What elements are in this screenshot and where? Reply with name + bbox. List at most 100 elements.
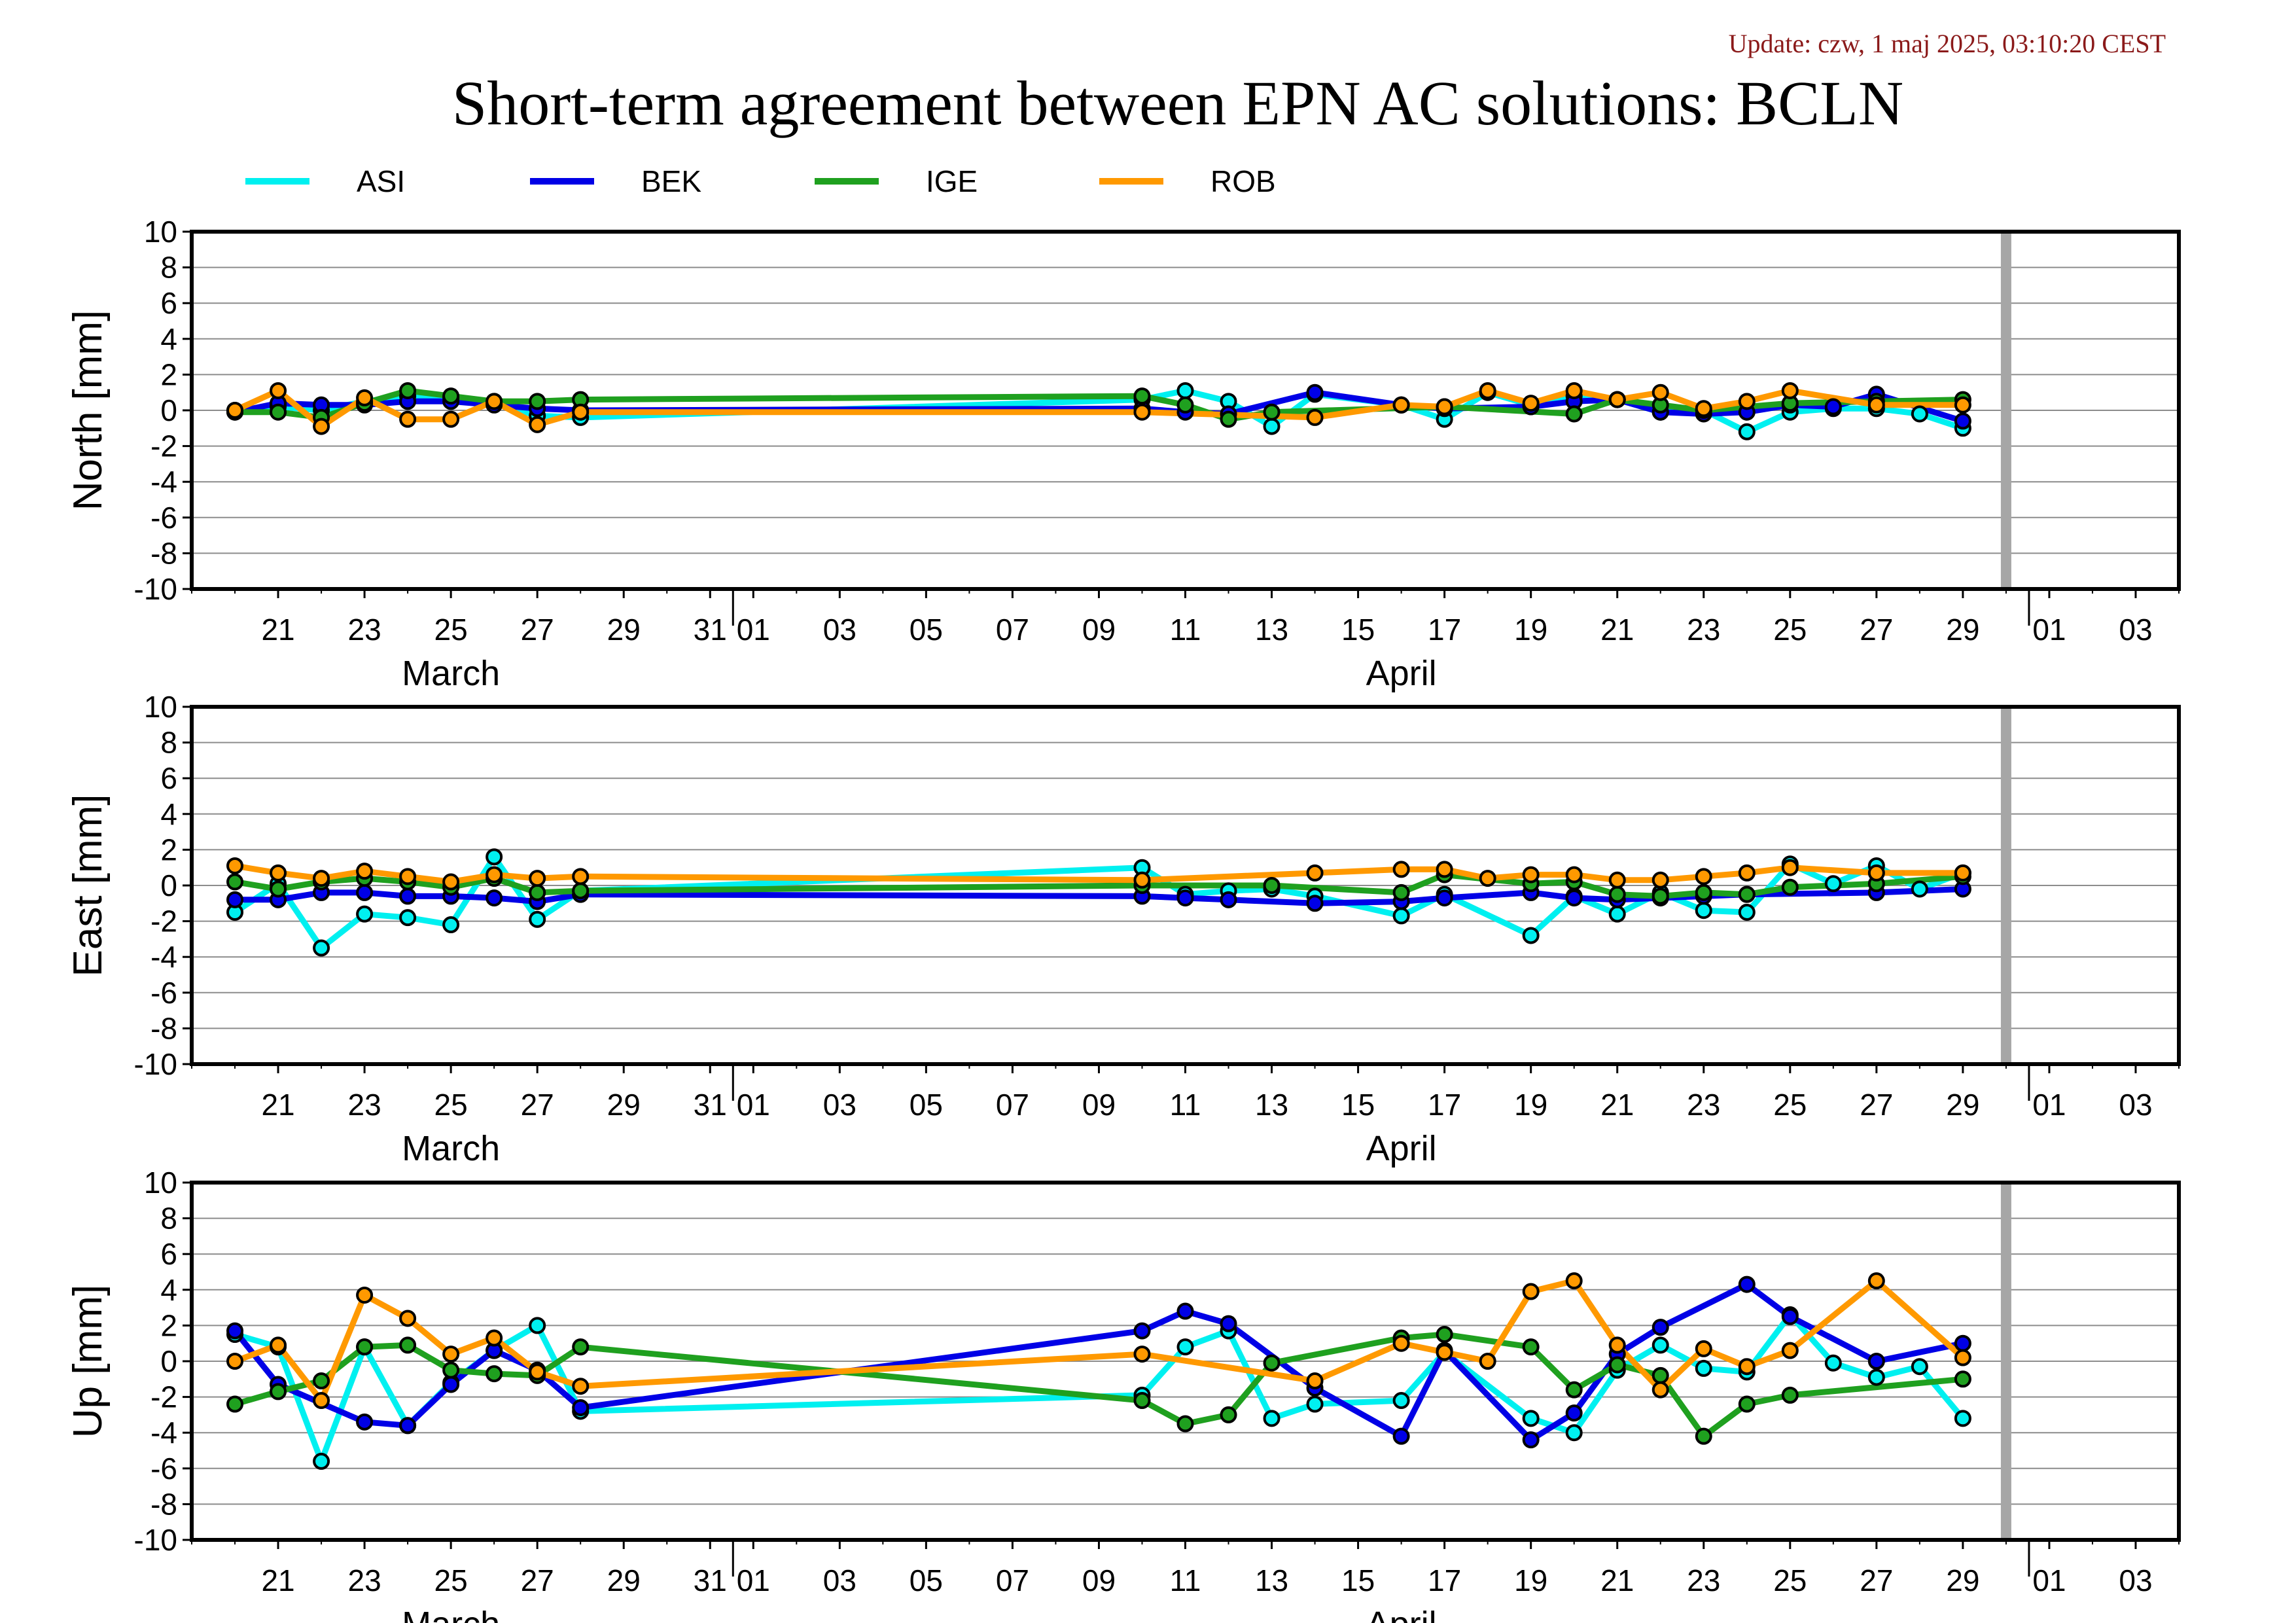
y-tick-label: -10 <box>134 572 177 606</box>
data-point-rob <box>1522 395 1540 412</box>
data-point-asi <box>1738 423 1756 440</box>
x-tick-label: 27 <box>1860 1088 1893 1122</box>
x-tick-label: 01 <box>737 1088 770 1122</box>
data-point-ige <box>1133 387 1151 405</box>
data-point-asi <box>1824 1354 1842 1372</box>
data-point-rob <box>1954 396 1971 414</box>
x-tick-label: 29 <box>1946 1563 1979 1597</box>
data-point-rob <box>1781 859 1799 876</box>
data-point-ige <box>1176 1415 1194 1433</box>
data-point-rob <box>572 868 590 885</box>
data-point-rob <box>1738 864 1756 882</box>
data-point-ige <box>1176 396 1194 414</box>
data-point-asi <box>1522 1410 1540 1427</box>
y-tick-label: 10 <box>144 215 177 249</box>
data-point-ige <box>1954 1370 1971 1388</box>
data-point-ige <box>1263 1354 1280 1372</box>
data-point-asi <box>1565 1424 1583 1442</box>
data-point-asi <box>1911 1358 1928 1376</box>
data-point-bek <box>1436 889 1453 907</box>
x-tick-label: 15 <box>1341 1088 1375 1122</box>
series-line-ige <box>234 872 1964 899</box>
data-point-asi <box>1867 1368 1885 1386</box>
x-tick-label: 25 <box>1773 1563 1807 1597</box>
y-tick-label: -6 <box>150 501 177 535</box>
data-point-bek <box>226 1322 244 1340</box>
series-group <box>226 382 1971 440</box>
data-point-asi <box>1263 1410 1280 1427</box>
data-point-bek <box>226 891 244 908</box>
data-point-ige <box>1565 405 1583 423</box>
x-tick-label: 05 <box>910 613 943 647</box>
data-point-rob <box>356 863 374 880</box>
x-tick-label: 21 <box>1600 613 1634 647</box>
data-point-bek <box>1133 1322 1151 1340</box>
y-tick-label: 8 <box>160 1202 177 1236</box>
data-point-asi <box>529 910 546 928</box>
data-point-rob <box>356 389 374 406</box>
x-tick-label: 03 <box>823 613 857 647</box>
data-point-ige <box>356 1338 374 1356</box>
x-tick-label: 21 <box>1600 1563 1634 1597</box>
data-point-bek <box>1306 895 1324 912</box>
data-point-rob <box>1651 1381 1669 1399</box>
data-point-rob <box>270 1336 287 1354</box>
x-tick-label: 13 <box>1255 1088 1288 1122</box>
data-point-rob <box>442 410 460 428</box>
y-tick-label: 2 <box>160 832 177 866</box>
data-point-rob <box>486 393 503 410</box>
data-point-ige <box>270 880 287 898</box>
data-point-asi <box>1738 903 1756 921</box>
y-axis-label: East [mm] <box>65 794 111 976</box>
data-point-rob <box>1565 382 1583 399</box>
x-tick-label: 25 <box>1773 1088 1807 1122</box>
data-point-rob <box>399 1310 417 1327</box>
data-point-bek <box>1565 1404 1583 1422</box>
data-point-asi <box>1608 905 1626 923</box>
data-point-ige <box>442 1361 460 1379</box>
data-point-rob <box>1608 871 1626 889</box>
data-point-rob <box>1522 866 1540 883</box>
data-point-asi <box>442 916 460 934</box>
data-point-rob <box>1392 861 1410 878</box>
data-point-rob <box>1954 864 1971 882</box>
data-point-asi <box>399 909 417 927</box>
data-point-rob <box>399 868 417 885</box>
legend-item-rob: ROB <box>1099 164 1276 198</box>
data-point-bek <box>1954 412 1971 430</box>
data-point-asi <box>529 1317 546 1334</box>
data-point-bek <box>399 887 417 905</box>
y-tick-label: -2 <box>150 1380 177 1414</box>
x-tick-label: 11 <box>1170 613 1201 647</box>
data-point-rob <box>486 866 503 883</box>
y-tick-label: -8 <box>150 1487 177 1521</box>
x-tick-label: 23 <box>1687 1563 1720 1597</box>
x-tick-label: 27 <box>1860 1563 1893 1597</box>
x-tick-label: 29 <box>607 1563 641 1597</box>
y-tick-label: 6 <box>160 761 177 795</box>
x-tick-label: 31 <box>694 613 727 647</box>
data-point-asi <box>356 905 374 923</box>
data-point-bek <box>1954 1334 1971 1352</box>
month-label: April <box>1366 1129 1437 1168</box>
data-point-bek <box>1220 891 1237 908</box>
data-point-ige <box>1651 887 1669 905</box>
data-point-ige <box>313 1372 330 1390</box>
data-point-rob <box>1695 400 1712 418</box>
y-tick-label: 6 <box>160 286 177 320</box>
data-point-asi <box>1695 1359 1712 1377</box>
x-tick-label: 03 <box>2119 613 2152 647</box>
data-point-bek <box>1651 1319 1669 1336</box>
x-tick-label: 27 <box>1860 613 1893 647</box>
y-tick-label: -4 <box>150 1416 177 1450</box>
y-tick-label: 2 <box>160 357 177 391</box>
data-point-asi <box>1176 1338 1194 1356</box>
data-point-ige <box>1695 1427 1712 1445</box>
data-point-rob <box>442 873 460 891</box>
y-tick-label: 6 <box>160 1237 177 1271</box>
data-point-rob <box>356 1286 374 1304</box>
data-point-ige <box>572 1338 590 1356</box>
data-point-ige <box>572 882 590 900</box>
data-point-rob <box>1565 866 1583 883</box>
